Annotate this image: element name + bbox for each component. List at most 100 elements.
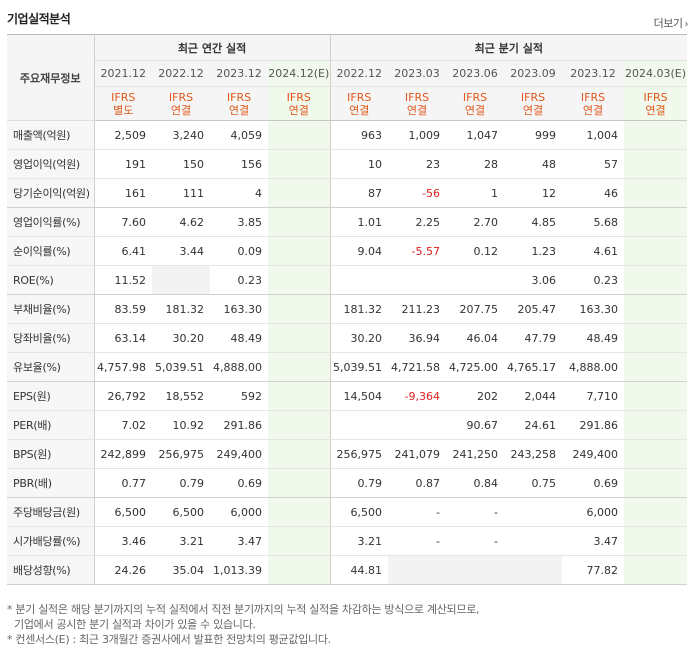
quarter-value: 1,004 [562,120,625,150]
quarter-value: - [446,526,505,556]
quarter-value [446,265,505,295]
quarter-value: 202 [446,381,505,411]
quarter-value: 1,047 [446,120,505,150]
quarter-value: 24.61 [504,410,563,440]
annual-value: 35.04 [152,555,210,585]
table-row: EPS(원) 26,792 18,552 592 14,504 -9,364 202 2,04… [7,381,688,411]
table-row: 주당배당금(원) 6,500 6,500 6,000 6,500- -6,000 [7,497,688,527]
quarter-value: 36.94 [388,323,447,353]
quarter-value: 46 [562,178,625,208]
quarter-value [504,526,563,556]
quarter-value: 211.23 [388,294,447,324]
quarter-value [624,410,688,440]
annual-value: 3.85 [210,207,268,237]
table-row: BPS(원) 242,899 256,975 249,400 256,975 241,07… [7,439,688,469]
quarter-value: 28 [446,149,505,179]
annual-value: 6,500 [152,497,210,527]
row-label: BPS(원) [7,439,95,469]
quarter-value: 30.20 [330,323,389,353]
quarter-basis: IFRS 연결 [388,86,447,121]
quarter-value: 87 [330,178,389,208]
annual-value: 256,975 [152,439,210,469]
row-label: PER(배) [7,410,95,440]
annual-value [268,497,331,527]
table-row: 영업이익(억원) 191 150 156 10 23 28 48 57 [7,149,688,179]
quarter-value: 0.69 [562,468,625,498]
annual-value: 30.20 [152,323,210,353]
quarter-value: 207.75 [446,294,505,324]
quarter-value: 5.68 [562,207,625,237]
quarter-value: 1.01 [330,207,389,237]
quarter-value [624,555,688,585]
annual-value [268,352,331,382]
annual-period: 2023.12 [210,60,268,87]
quarter-value: 4,765.17 [504,352,563,382]
annual-value: 249,400 [210,439,268,469]
table-row: 당기순이익(억원) 161 111 4 87 -56 1 12 46 [7,178,688,208]
quarter-value: 1.23 [504,236,563,266]
annual-value [268,526,331,556]
quarter-period: 2022.12 [330,60,389,87]
annual-value: 111 [152,178,210,208]
annual-value [268,265,331,295]
annual-basis: IFRS 연결 [210,86,268,121]
quarter-value: 0.87 [388,468,447,498]
row-label: 당좌비율(%) [7,323,95,353]
quarter-value: 57 [562,149,625,179]
table-row: 영업이익률(%) 7.60 4.62 3.85 1.01 2.25 2.70 4.85 5.68 [7,207,688,237]
annual-value: 26,792 [94,381,152,411]
quarter-value: - [388,497,447,527]
quarter-value: 0.12 [446,236,505,266]
row-label: 영업이익률(%) [7,207,95,237]
quarter-value [388,265,447,295]
quarter-basis: IFRS 연결 [446,86,505,121]
annual-value: 3.44 [152,236,210,266]
annual-value: 0.23 [210,265,268,295]
quarter-value [624,149,688,179]
annual-value: 10.92 [152,410,210,440]
quarter-value: 4,888.00 [562,352,625,382]
annual-value [268,323,331,353]
quarter-value [624,381,688,411]
quarter-value [330,265,389,295]
annual-value [268,236,331,266]
quarter-value: 0.84 [446,468,505,498]
quarter-group-label: 최근 분기 실적 [330,34,688,61]
annual-value: 0.79 [152,468,210,498]
annual-value: 63.14 [94,323,152,353]
quarter-value: 4.61 [562,236,625,266]
quarter-value [446,555,505,585]
table-row: 당좌비율(%) 63.14 30.20 48.49 30.20 36.94 46.04 47.… [7,323,688,353]
quarter-value [624,178,688,208]
table-row: 순이익률(%) 6.41 3.44 0.09 9.04 -5.57 0.12 1.23 4.61 [7,236,688,266]
quarter-period: 2023.06 [446,60,505,87]
quarter-value: 44.81 [330,555,389,585]
quarter-value: 999 [504,120,563,150]
section-title: 기업실적분석 [7,12,71,26]
annual-value: 24.26 [94,555,152,585]
annual-value: 4 [210,178,268,208]
row-label: PBR(배) [7,468,95,498]
annual-value: 181.32 [152,294,210,324]
quarter-value: 163.30 [562,294,625,324]
annual-value [268,178,331,208]
quarter-value: 10 [330,149,389,179]
quarter-value: 1 [446,178,505,208]
annual-value: 6.41 [94,236,152,266]
quarter-value: 241,250 [446,439,505,469]
annual-value: 2,509 [94,120,152,150]
quarter-value: 23 [388,149,447,179]
quarter-value [624,120,688,150]
section-header: 기업실적분석 더보기 › [0,0,694,34]
quarter-basis: IFRS 연결 [624,86,688,121]
row-label: 유보율(%) [7,352,95,382]
annual-value: 6,500 [94,497,152,527]
quarter-value [624,265,688,295]
row-label: 매출액(억원) [7,120,95,150]
row-label: 배당성향(%) [7,555,95,585]
more-link[interactable]: 더보기 › [654,15,689,31]
quarter-value: 205.47 [504,294,563,324]
quarter-value [624,323,688,353]
quarter-value: 4,721.58 [388,352,447,382]
quarter-value [624,497,688,527]
